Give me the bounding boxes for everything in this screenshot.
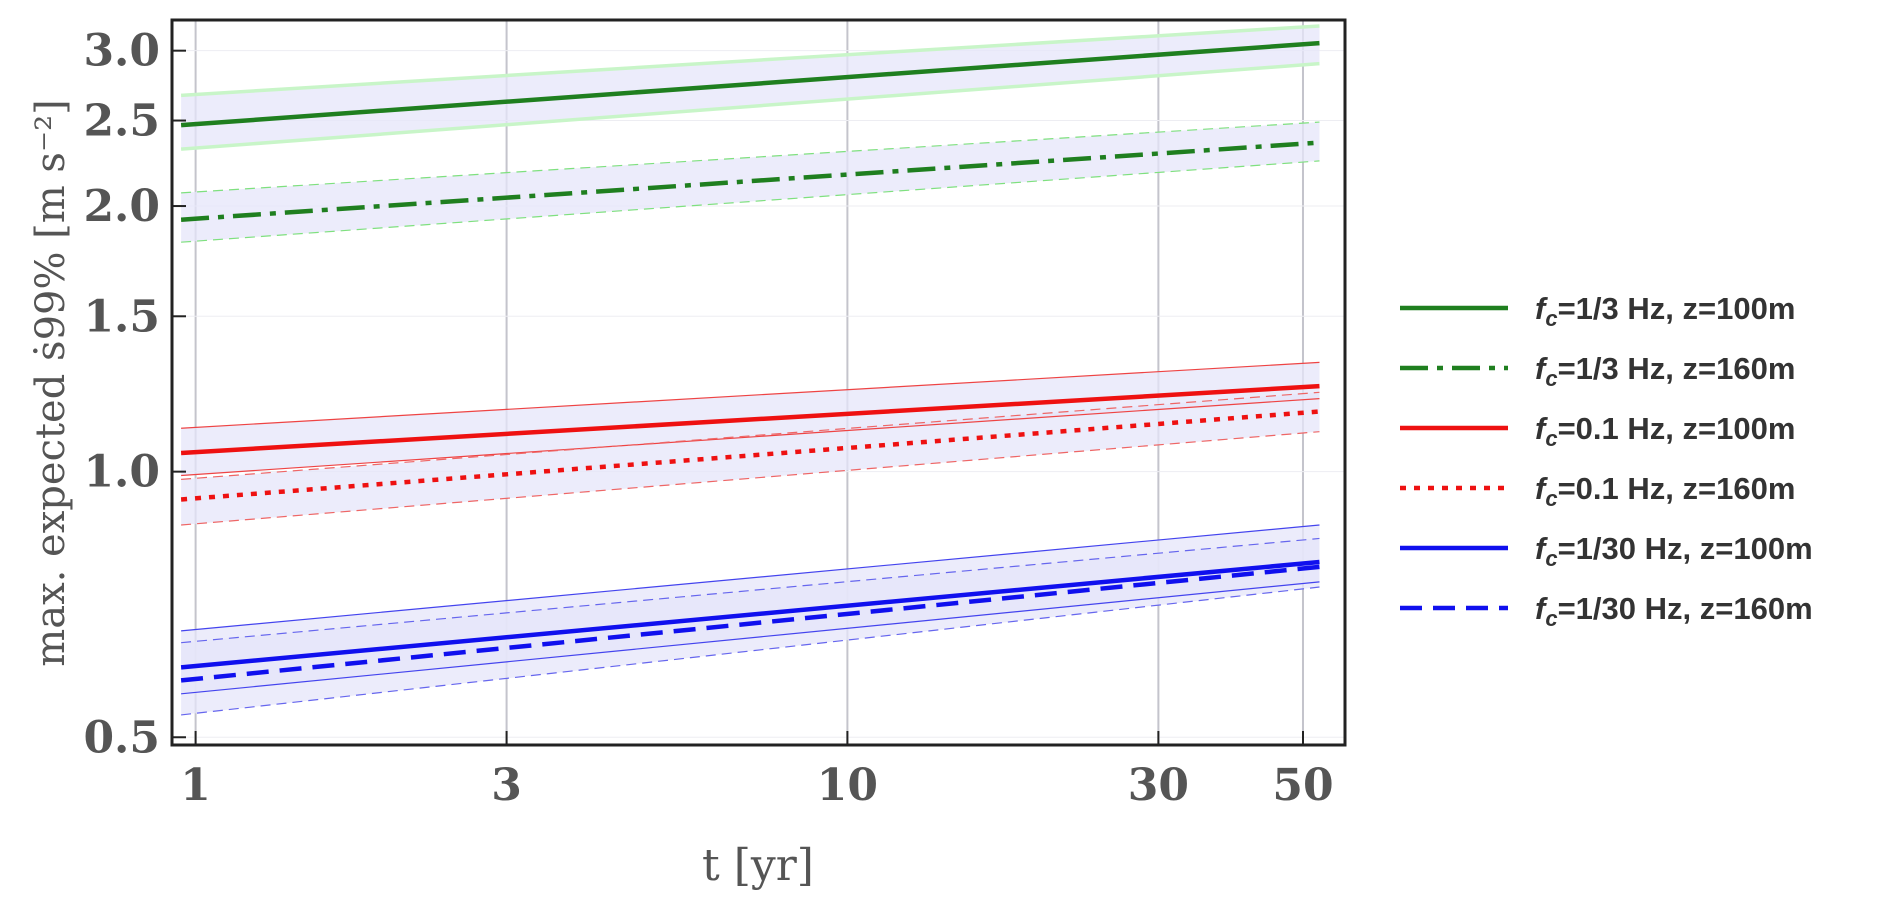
y-tick-label: 2.5 (83, 96, 160, 147)
legend-label: fc=1/3 Hz, z=100m (1535, 291, 1795, 331)
confidence-band (181, 538, 1320, 715)
confidence-band (181, 122, 1320, 243)
series-line (180, 559, 1320, 670)
band-lower-edge (181, 581, 1320, 695)
series-line (180, 564, 1320, 683)
series-line (180, 140, 1320, 222)
band-upper-edge (180, 24, 1320, 98)
legend: fc=1/3 Hz, z=100m fc=1/3 Hz, z=160m fc=0.1… (1400, 291, 1813, 631)
x-tick-label: 10 (817, 760, 878, 811)
band-upper-edge (181, 537, 1320, 644)
series-line (180, 383, 1320, 456)
y-tick-label: 3.0 (83, 26, 160, 77)
legend-label: fc=0.1 Hz, z=100m (1535, 411, 1795, 451)
x-tick-label: 1 (180, 760, 211, 811)
y-axis-title: max. expected ṡ99% [m s⁻²] (28, 99, 74, 666)
x-tick-label: 30 (1128, 760, 1189, 811)
legend-label: fc=1/30 Hz, z=160m (1535, 591, 1813, 631)
y-tick-label: 2.0 (83, 181, 160, 232)
legend-label: fc=1/30 Hz, z=100m (1535, 531, 1813, 571)
y-tick-label: 1.0 (83, 447, 160, 498)
line-layer (180, 24, 1320, 716)
band-upper-edge (181, 391, 1320, 480)
band-lower-edge (181, 160, 1320, 243)
confidence-band (181, 25, 1320, 150)
band-upper-edge (181, 121, 1320, 194)
band-lower-edge (181, 431, 1320, 526)
legend-label: fc=1/3 Hz, z=160m (1535, 351, 1795, 391)
legend-label: fc=0.1 Hz, z=160m (1535, 471, 1795, 511)
y-tick-label: 0.5 (83, 712, 160, 763)
x-axis-title: t [yr] (702, 840, 814, 891)
plot-frame (170, 18, 1347, 747)
y-tick-label: 1.5 (83, 291, 160, 342)
confidence-band (181, 392, 1320, 526)
band-lower-edge (181, 398, 1320, 477)
tick-layer: 1 3 10 30 50 0.5 1.0 1.5 2.0 2.5 3.0 (83, 26, 1333, 811)
band-upper-edge (181, 524, 1320, 632)
x-tick-label: 50 (1272, 760, 1333, 811)
x-tick-label: 3 (491, 760, 522, 811)
band-upper-edge (181, 361, 1320, 429)
band-lower-edge (180, 61, 1320, 151)
series-line (180, 40, 1320, 128)
